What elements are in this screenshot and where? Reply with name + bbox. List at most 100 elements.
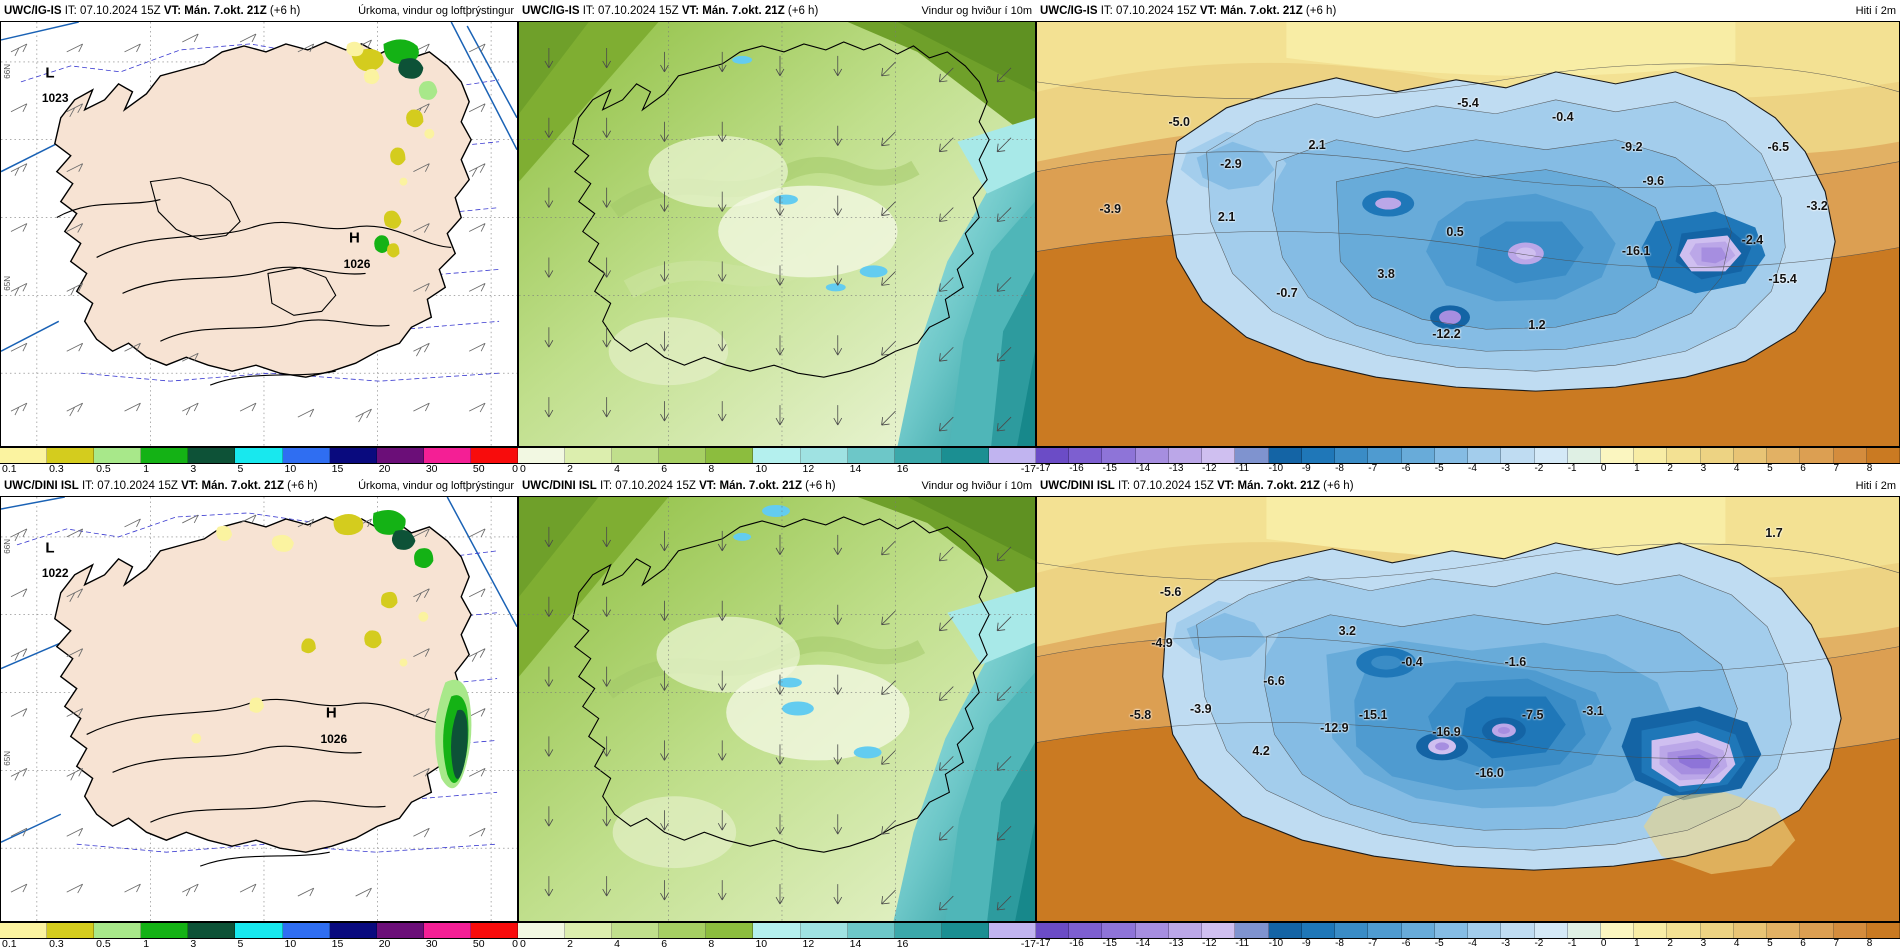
colorbar-tick-label: -9	[1301, 938, 1311, 949]
colorbar-tick-label: -3	[1501, 463, 1511, 474]
colorbar-swatch	[706, 923, 754, 938]
colorbar-swatch	[1335, 448, 1369, 463]
colorbar-tick-label: 14	[849, 463, 862, 475]
map-canvas-precip-dini[interactable]: L 1022 H 1026 66N 65N	[0, 496, 518, 922]
parameter-name: Úrkoma, vindur og loftþrýstingur	[358, 4, 514, 17]
colorbar-swatch	[188, 923, 236, 938]
map-canvas-wind-igis[interactable]	[518, 21, 1036, 447]
wind-map-svg-dini	[519, 497, 1035, 921]
temp-value-label: 4.2	[1252, 744, 1270, 759]
colorbar-tick-label: 1	[1634, 938, 1640, 949]
panel-temp-igis[interactable]: UWC/IG-IS IT: 07.10.2024 15Z VT: Mán. 7.…	[1036, 0, 1900, 475]
colorbar-tick-label: -2	[1534, 463, 1544, 474]
panel-wind-dini[interactable]: UWC/DINI ISL IT: 07.10.2024 15Z VT: Mán.…	[518, 475, 1036, 950]
pressure-low-value: 1023	[41, 91, 69, 106]
panel-header: UWC/DINI ISL IT: 07.10.2024 15Z VT: Mán.…	[1036, 475, 1900, 496]
temp-value-label: -16.0	[1475, 765, 1504, 780]
pressure-high-symbol: H	[325, 704, 337, 722]
colorbar-tick-label: 0.5	[96, 463, 111, 475]
map-canvas-wind-dini[interactable]	[518, 496, 1036, 922]
colorbar-tick-label: 0.5	[96, 938, 111, 950]
pressure-low-value: 1022	[41, 566, 69, 581]
colorbar-tick-label: -7	[1368, 938, 1378, 949]
colorbar-tick-label: 30	[425, 463, 438, 475]
colorbar-swatch	[1833, 923, 1867, 938]
valid-label: VT:	[181, 479, 199, 492]
colorbar-tick-label: 3	[190, 463, 197, 475]
panel-precip-igis[interactable]: UWC/IG-IS IT: 07.10.2024 15Z VT: Mán. 7.…	[0, 0, 518, 475]
colorbar-tick-label: 8	[1866, 463, 1873, 474]
colorbar-tick-label: 0.1	[2, 938, 17, 950]
temp-value-label: -3.9	[1099, 201, 1122, 216]
colorbar-ticks: -17 -16 -15 -14 -13 -12 -11 -10 -9 -8 -7 -6 -5 -4 -3 -2…	[1036, 938, 1900, 950]
wind-map-svg	[519, 22, 1035, 446]
temp-value-label: 2.1	[1308, 137, 1326, 152]
temp-map-svg-dini	[1037, 497, 1899, 921]
colorbar-tick-label: 12	[802, 463, 815, 475]
colorbar-swatch	[518, 448, 566, 463]
colorbar-tick-label: -10	[1268, 463, 1284, 474]
colorbar-tick-label: -13	[1168, 938, 1184, 949]
colorbar-swatch	[1501, 448, 1535, 463]
colorbar-swatch	[1833, 448, 1867, 463]
colorbar-swatch	[1202, 448, 1236, 463]
colorbar-swatch	[988, 923, 1036, 938]
colorbar-swatch	[1301, 448, 1336, 463]
colorbar-tick-label: -10	[1268, 938, 1284, 949]
colorbar-swatch	[329, 923, 377, 938]
colorbar-swatch	[1634, 448, 1668, 463]
colorbar-tick-label: -16	[1069, 938, 1084, 949]
precipitation-colorbar[interactable]: 0.1 0.3 0.5 1 3 5 10 15 20 30 50 0	[0, 447, 518, 475]
model-name: UWC/DINI ISL	[4, 479, 79, 492]
colorbar-tick-label: -6	[1401, 938, 1411, 949]
lake-polygons	[732, 55, 888, 292]
map-canvas-precip-igis[interactable]: L 1023 H 1026 66N 65N	[0, 21, 518, 447]
temp-value-label: -6.6	[1263, 674, 1285, 689]
map-canvas-temp-dini[interactable]: 1.7 -5.6 3.2 -4.9 -0.4 -1.6 -6.6 -3.9 -5…	[1036, 496, 1900, 922]
temperature-colorbar[interactable]: -17 -16 -15 -14 -13 -12 -11 -10 -9 -8 -7 -6 -5 -4 -3 -2…	[1036, 447, 1900, 475]
wind-barbs	[10, 33, 486, 423]
colorbar-swatch	[1667, 448, 1701, 463]
lead-time: (+6 h)	[805, 479, 836, 492]
panel-wind-igis[interactable]: UWC/IG-IS IT: 07.10.2024 15Z VT: Mán. 7.…	[518, 0, 1036, 475]
graticule-label: 65N	[3, 276, 12, 292]
colorbar-swatch	[1534, 923, 1568, 938]
colorbar-swatch	[753, 448, 801, 463]
wind-colorbar[interactable]: 0 2 4 6 8 10 12 14 16 -17	[518, 922, 1036, 950]
colorbar-swatches	[518, 922, 1036, 939]
precip-map-svg	[1, 22, 517, 446]
colorbar-tick-label: 10	[284, 463, 297, 475]
colorbar-tick-label: 3	[1700, 463, 1707, 474]
colorbar-tick-label: 10	[755, 463, 768, 475]
precipitation-colorbar[interactable]: 0.1 0.3 0.5 1 3 5 10 15 20 30 50 0	[0, 922, 518, 950]
panel-precip-dini[interactable]: UWC/DINI ISL IT: 07.10.2024 15Z VT: Mán.…	[0, 475, 518, 950]
init-time: 07.10.2024 15Z	[1133, 479, 1214, 492]
temperature-colorbar[interactable]: -17 -16 -15 -14 -13 -12 -11 -10 -9 -8 -7 -6 -5 -4 -3 -2…	[1036, 922, 1900, 950]
model-name: UWC/IG-IS	[4, 4, 62, 17]
colorbar-tick-label: 3	[1700, 938, 1707, 949]
colorbar-swatch	[470, 923, 518, 938]
colorbar-swatch	[894, 923, 942, 938]
colorbar-swatch	[518, 923, 566, 938]
colorbar-swatch	[941, 923, 989, 938]
valid-time: Mán. 7.okt. 21Z	[201, 479, 284, 492]
map-canvas-temp-igis[interactable]: -5.0 -5.4 -0.4 -2.9 2.1 -9.2 -9.6 -6.5 -…	[1036, 21, 1900, 447]
colorbar-tick-label: -1	[1567, 938, 1577, 949]
valid-time: Mán. 7.okt. 21Z	[184, 4, 267, 17]
init-label: IT:	[582, 4, 595, 17]
colorbar-tick-label: -4	[1468, 463, 1477, 474]
init-time: 07.10.2024 15Z	[80, 4, 161, 17]
wind-colorbar[interactable]: 0 2 4 6 8 10 12 14 16 -17	[518, 447, 1036, 475]
colorbar-swatch	[1401, 923, 1435, 938]
temp-value-label: -5.8	[1129, 708, 1152, 723]
colorbar-swatch	[1368, 923, 1402, 938]
parameter-name: Úrkoma, vindur og loftþrýstingur	[358, 479, 514, 492]
colorbar-tick-label: -17	[1020, 463, 1036, 475]
colorbar-tick-label: -15	[1102, 938, 1117, 949]
iceland-temp-field	[1166, 71, 1836, 392]
temp-value-label: -6.5	[1767, 140, 1790, 155]
panel-temp-dini[interactable]: UWC/DINI ISL IT: 07.10.2024 15Z VT: Mán.…	[1036, 475, 1900, 950]
colorbar-tick-label: -1	[1567, 463, 1577, 474]
temp-value-label: -2.9	[1220, 157, 1242, 172]
colorbar-tick-label: -16	[1069, 463, 1084, 474]
